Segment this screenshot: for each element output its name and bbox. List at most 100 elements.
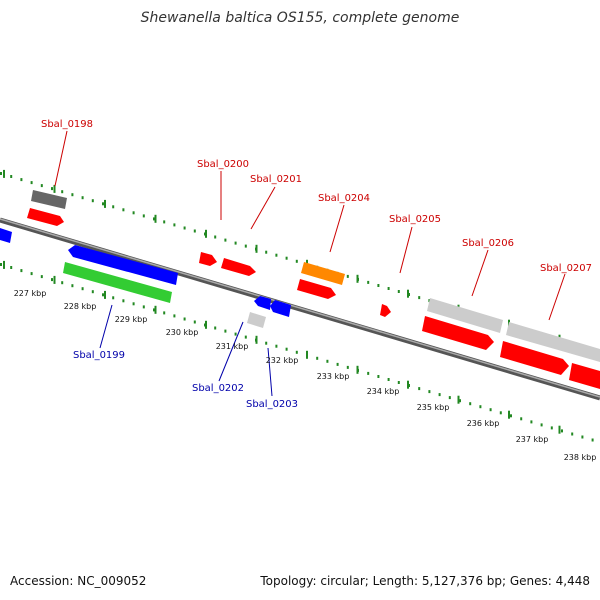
tick-dot	[234, 332, 237, 336]
gene-sbal-0201-arrow[interactable]	[221, 258, 256, 276]
tick-dot	[377, 375, 380, 378]
gene-sbal-0199-green-block[interactable]	[63, 262, 172, 303]
tick-dot	[336, 362, 339, 366]
major-tick	[53, 275, 56, 284]
kbp-scale-labels: 227 kbp 228 kbp 229 kbp 230 kbp 231 kbp …	[14, 289, 597, 462]
tick-dot	[30, 181, 33, 185]
tick-dot	[479, 405, 482, 409]
gene-sbal-0204-arrow[interactable]	[297, 279, 336, 299]
kbp-label: 229 kbp	[115, 315, 148, 324]
tick-dot	[81, 287, 84, 291]
tick-dot	[244, 335, 247, 339]
tick-dot	[418, 296, 421, 300]
tick-dot	[112, 296, 115, 300]
major-tick	[205, 320, 207, 329]
tick-dot	[122, 208, 125, 212]
tick-dot	[285, 347, 288, 351]
major-tick	[3, 169, 5, 178]
gene-sbal-0206-arrow[interactable]	[422, 316, 494, 350]
kbp-label: 235 kbp	[417, 403, 450, 412]
major-tick	[53, 184, 56, 193]
tick-dot	[102, 293, 104, 297]
gene-label-sbal-0198[interactable]: Sbal_0198	[41, 119, 93, 130]
tick-dot	[10, 266, 13, 269]
tick-dot	[540, 423, 543, 427]
gene-label-sbal-0201[interactable]: Sbal_0201	[250, 174, 302, 185]
gene-sbal-0202-blue-arrow[interactable]	[254, 296, 271, 310]
tick-dot	[377, 284, 380, 287]
gene-label-sbal-0205[interactable]: Sbal_0205	[389, 214, 441, 225]
inner-tick-track	[0, 260, 594, 442]
tick-dot	[326, 359, 329, 363]
tick-dot	[20, 178, 23, 182]
map-title: Shewanella baltica OS155, complete genom…	[140, 10, 460, 26]
tick-dot	[418, 387, 421, 391]
kbp-label: 230 kbp	[166, 328, 199, 337]
major-tick	[356, 274, 359, 283]
gene-left-blue-fragment[interactable]	[0, 228, 12, 243]
major-tick	[558, 425, 561, 434]
tick-dot	[499, 411, 502, 415]
tick-dot	[91, 290, 94, 294]
tick-dot	[591, 438, 594, 442]
kbp-label: 232 kbp	[266, 356, 299, 365]
tick-dot	[224, 238, 227, 242]
tick-dot	[224, 329, 227, 333]
gene-label-sbal-0206[interactable]: Sbal_0206	[462, 238, 514, 249]
gene-label-sbal-0199[interactable]: Sbal_0199	[73, 350, 125, 361]
major-tick	[104, 290, 106, 299]
gene-sbal-0207-gray-block[interactable]	[506, 322, 600, 362]
major-tick	[306, 350, 308, 359]
tick-dot	[295, 350, 298, 354]
tick-dot	[153, 308, 155, 312]
gene-next-arrow[interactable]	[569, 363, 600, 389]
kbp-label: 231 kbp	[216, 342, 249, 351]
gene-sbal-0203-blue-arrow[interactable]	[270, 300, 291, 317]
tick-dot	[71, 193, 74, 197]
tick-dot	[316, 356, 319, 360]
gene-sbal-0204-orange-block[interactable]	[301, 262, 345, 285]
tick-dot	[0, 172, 2, 175]
gene-sbal-0202-gray-block[interactable]	[247, 312, 266, 328]
tick-dot	[397, 290, 400, 293]
tick-dot	[489, 408, 492, 412]
gene-sbal-0200-arrow[interactable]	[199, 252, 217, 266]
tick-dot	[275, 344, 278, 348]
kbp-label: 233 kbp	[317, 372, 350, 381]
tick-dot	[346, 274, 349, 278]
topology-summary: Topology: circular; Length: 5,127,376 bp…	[260, 574, 590, 588]
tick-dot	[550, 426, 553, 430]
gene-label-sbal-0203[interactable]: Sbal_0203	[246, 399, 298, 410]
gene-sbal-0199-blue-arrow[interactable]	[68, 245, 178, 285]
tick-dot	[20, 269, 23, 273]
major-tick	[508, 410, 510, 419]
tick-dot	[448, 396, 451, 400]
tick-dot	[10, 175, 13, 178]
tick-dot	[346, 365, 349, 369]
tick-dot	[387, 287, 390, 290]
tick-dot	[122, 299, 125, 303]
gene-sbal-0205-arrow[interactable]	[380, 304, 391, 317]
tick-dot	[173, 314, 176, 318]
gene-sbal-0198-gray-block[interactable]	[31, 190, 67, 209]
gene-sbal-0198-arrow[interactable]	[27, 208, 64, 226]
gene-label-sbal-0202[interactable]: Sbal_0202	[192, 383, 244, 394]
tick-dot	[51, 278, 53, 282]
tick-dot	[61, 190, 64, 194]
tick-dot	[51, 187, 53, 191]
gene-sbal-0207-arrow[interactable]	[500, 341, 569, 375]
tick-dot	[142, 214, 145, 218]
gene-label-sbal-0207[interactable]: Sbal_0207	[540, 263, 592, 274]
gene-label-sbal-0204[interactable]: Sbal_0204	[318, 193, 370, 204]
tick-dot	[40, 184, 43, 188]
major-tick	[104, 199, 106, 208]
gene-label-sbal-0200[interactable]: Sbal_0200	[197, 159, 249, 170]
major-tick	[457, 395, 460, 404]
tick-dot	[112, 205, 115, 209]
gene-sbal-0206-gray-block[interactable]	[427, 298, 503, 333]
tick-dot	[244, 244, 247, 248]
tick-dot	[510, 414, 512, 418]
tick-dot	[102, 202, 104, 206]
tick-dot	[61, 281, 64, 285]
